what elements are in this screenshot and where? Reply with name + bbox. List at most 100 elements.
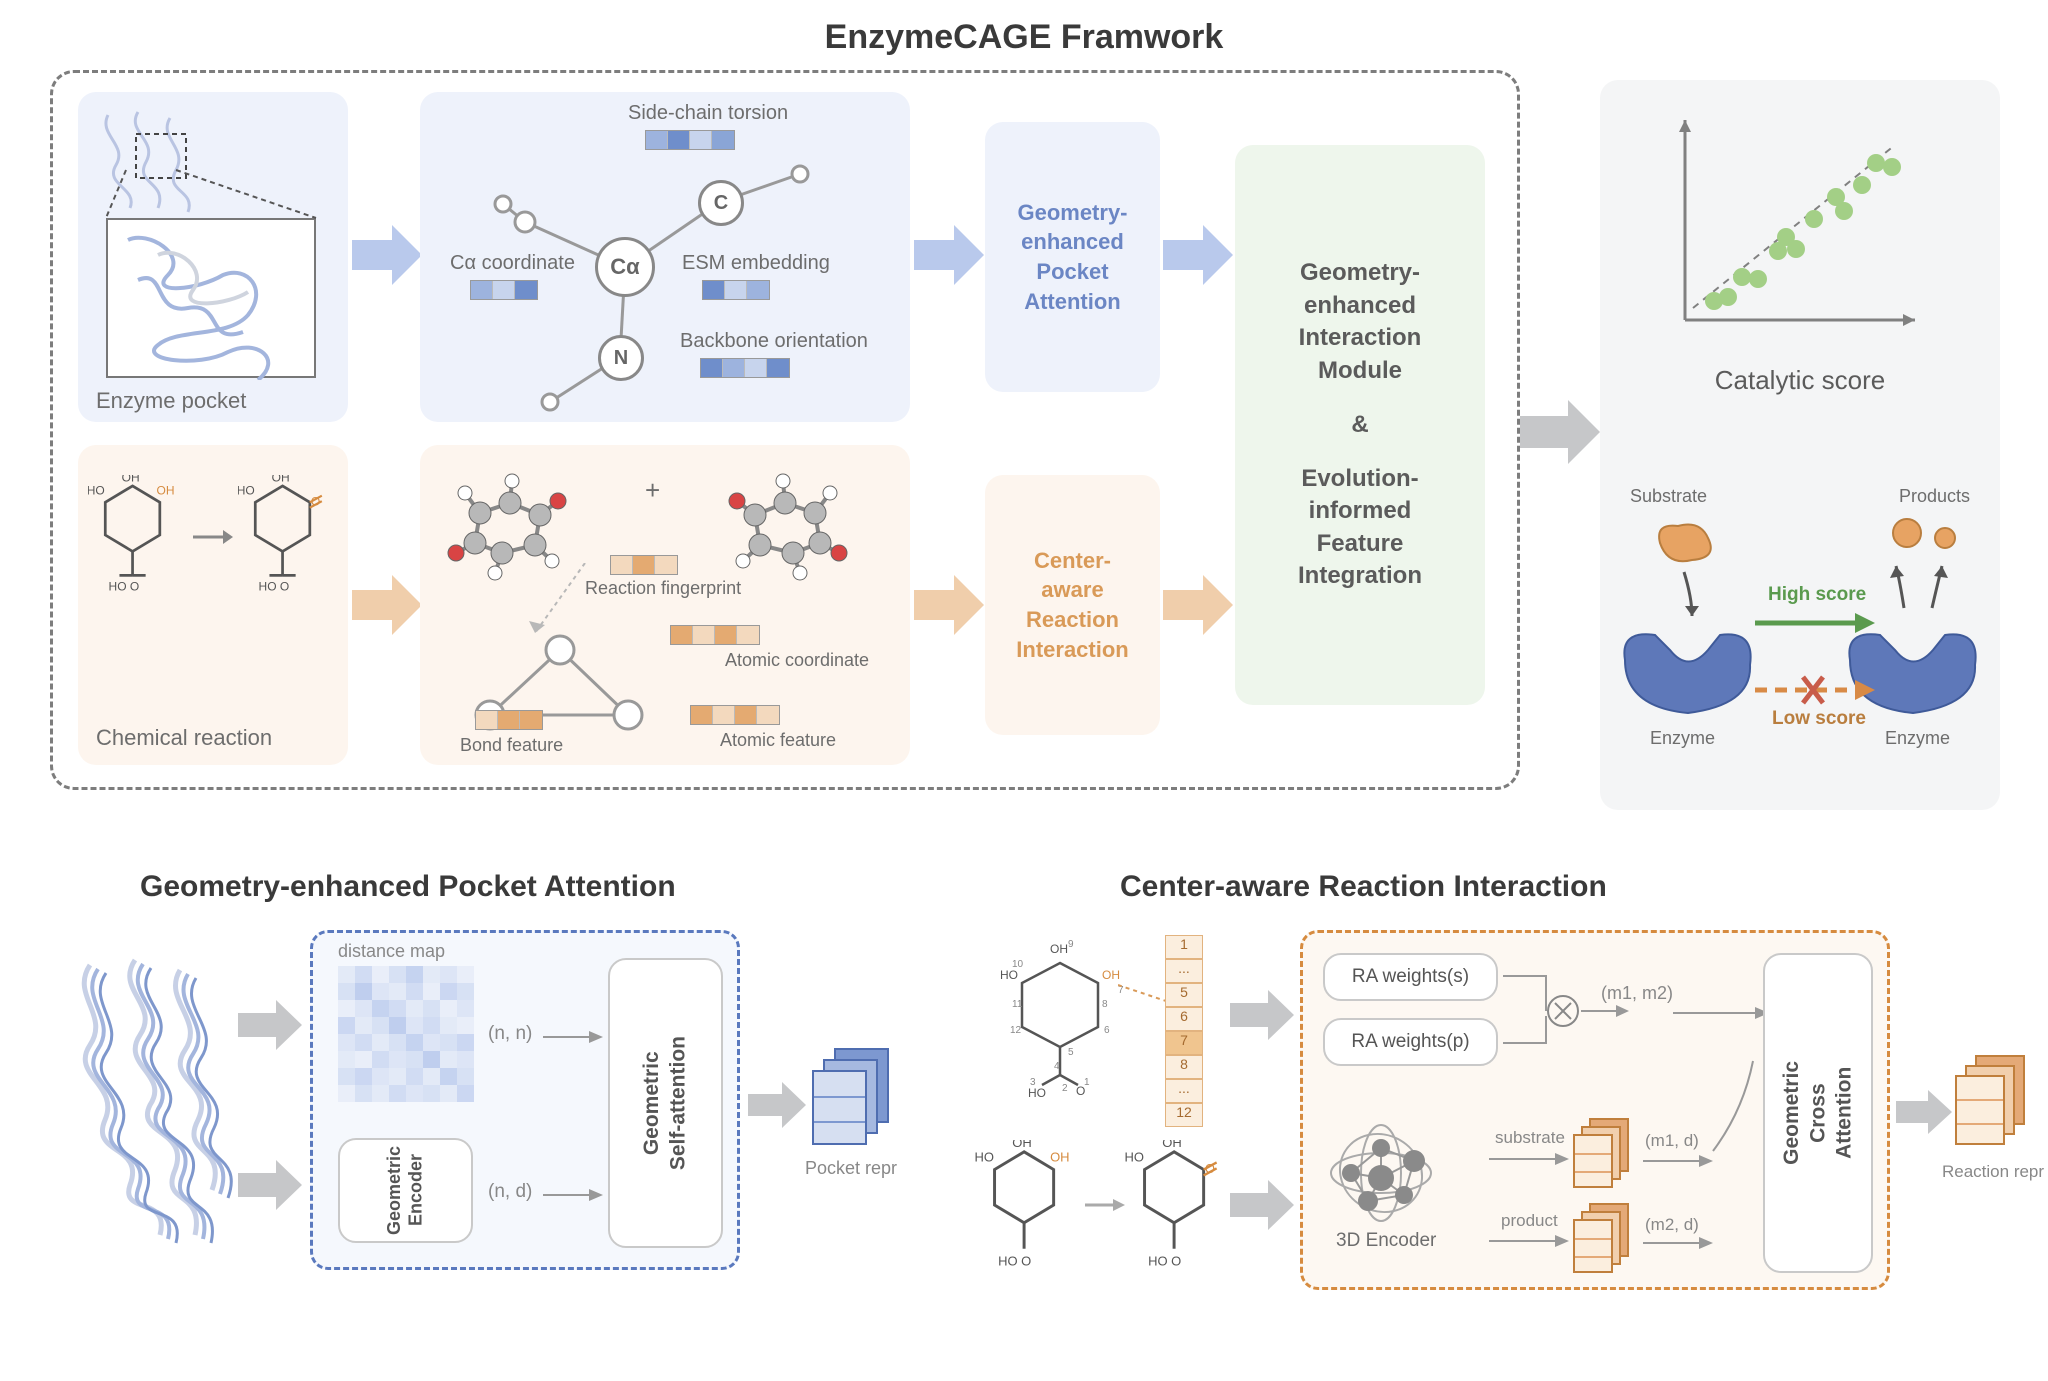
distmap-cell [423, 1000, 440, 1017]
scatter-dot [1805, 210, 1823, 228]
distmap-cell [457, 1085, 474, 1102]
index-column: 1...5678...12 [1165, 935, 1203, 1127]
bond-feature-bar [475, 710, 543, 730]
pocket-attention-title: Geometry-enhanced Pocket Attention [140, 870, 676, 904]
distmap-cell [355, 1017, 372, 1034]
high-score-label: High score [1768, 584, 1866, 606]
substrate-path-label: substrate [1495, 1128, 1565, 1148]
atomic-feature-bar [690, 705, 780, 725]
svg-text:OH: OH [1162, 1140, 1181, 1150]
ca-coord-label: Cα coordinate [450, 252, 575, 275]
main-title: EnzymeCAGE Framwork [0, 18, 2048, 57]
atomic-coord-label: Atomic coordinate [725, 650, 869, 671]
arrow-pair-to-module [1230, 1180, 1294, 1230]
scatter-dot [1835, 202, 1853, 220]
reaction-repr-label: Reaction repr [1942, 1162, 2044, 1182]
chemical-reaction-label: Chemical reaction [96, 725, 272, 751]
distmap-cell [457, 1068, 474, 1085]
distmap-cell [440, 1068, 457, 1085]
svg-text:HO O: HO O [998, 1253, 1031, 1268]
enzyme-feature-panel: Cα C N Side-chain torsion Cα coordinate … [420, 92, 910, 422]
distmap-cell [423, 1051, 440, 1068]
distmap-cell [389, 983, 406, 1000]
arrow-enzyme-to-graph [352, 225, 422, 285]
substrate-shape [1650, 518, 1720, 568]
distmap-cell [406, 1017, 423, 1034]
esm-label: ESM embedding [682, 252, 830, 275]
svg-text:OH: OH [272, 475, 290, 485]
distmap-cell [423, 1017, 440, 1034]
scatter-dot [1883, 158, 1901, 176]
node-c: C [698, 180, 744, 226]
pocket-attn-module: distance map (n, n) Geometric Encoder (n… [310, 930, 740, 1270]
ra-weights-s: RA weights(s) [1323, 953, 1498, 1001]
nd-label: (n, d) [488, 1181, 532, 1203]
distmap-cell [389, 1000, 406, 1017]
geometric-encoder-text: Geometric Encoder [384, 1146, 427, 1235]
arrow-to-reaction-repr [1896, 1090, 1952, 1134]
chemical-reaction-panel: HO OH HO O OH HO O HO O OH Chemical reac… [78, 445, 348, 765]
svg-text:HO: HO [88, 484, 105, 498]
scatter-dot [1787, 240, 1805, 258]
reaction-interaction-title: Center-aware Reaction Interaction [1120, 870, 1607, 904]
distmap-cell [440, 966, 457, 983]
arrow-to-pocket-repr [748, 1082, 806, 1128]
pocket-zoom [106, 218, 316, 378]
svg-text:HO O: HO O [1148, 1253, 1181, 1268]
svg-text:OH: OH [1050, 942, 1068, 956]
svg-text:HO: HO [975, 1149, 994, 1164]
products-label: Products [1899, 486, 1970, 507]
distmap-cell [372, 1034, 389, 1051]
distmap-cell [406, 1068, 423, 1085]
fusion-amp: & [1351, 411, 1368, 439]
distmap-cell [457, 1017, 474, 1034]
backbone-label: Backbone orientation [680, 330, 868, 353]
arrow-protein-top [238, 1000, 302, 1050]
distmap-cell [372, 1051, 389, 1068]
distance-map-grid [338, 966, 474, 1102]
fusion-box: Geometry- enhanced Interaction Module & … [1235, 145, 1485, 705]
gca-text: Geometric Cross Attention [1779, 1061, 1858, 1165]
distmap-cell [457, 1000, 474, 1017]
distmap-cell [389, 1051, 406, 1068]
distmap-cell [338, 966, 355, 983]
distmap-cell [355, 1085, 372, 1102]
idx-cell: ... [1165, 1079, 1203, 1103]
reaction-repr-stack [1955, 1055, 2035, 1160]
idx-cell: 12 [1165, 1103, 1203, 1127]
distmap-cell [440, 1051, 457, 1068]
distmap-cell [355, 1034, 372, 1051]
svg-text:5: 5 [1068, 1047, 1074, 1058]
arrow-pocket-to-fusion [1163, 225, 1233, 285]
svg-text:2: 2 [1062, 1083, 1068, 1094]
output-panel: Catalytic score Substrate Products Enzym… [1600, 80, 2000, 810]
encoder-3d: 3D Encoder [1321, 1118, 1496, 1268]
low-score-arrow [1755, 675, 1875, 705]
svg-text:12: 12 [1010, 1025, 1022, 1036]
low-score-label: Low score [1772, 708, 1866, 730]
distmap-cell [406, 1034, 423, 1051]
idx-cell: 7 [1165, 1031, 1203, 1055]
distmap-cell [389, 1034, 406, 1051]
distmap-cell [406, 983, 423, 1000]
distmap-cell [457, 1051, 474, 1068]
distmap-cell [423, 1085, 440, 1102]
enzyme-pocket-panel: Enzyme pocket [78, 92, 348, 422]
enzyme-right-label: Enzyme [1885, 728, 1950, 749]
distmap-cell [389, 1017, 406, 1034]
geometric-cross-attention-box: Geometric Cross Attention [1763, 953, 1873, 1273]
distmap-cell [406, 1051, 423, 1068]
distmap-cell [372, 983, 389, 1000]
product-shape-2 [1932, 525, 1958, 551]
distmap-cell [406, 1085, 423, 1102]
distmap-cell [338, 1034, 355, 1051]
pocket-attention-box: Geometry- enhanced Pocket Attention [985, 122, 1160, 392]
scatter-dot [1867, 154, 1885, 172]
svg-text:3: 3 [1030, 1077, 1036, 1088]
geometric-self-attention-box: Geometric Self-attention [608, 958, 723, 1248]
fusion-top-text: Geometry- enhanced Interaction Module [1299, 257, 1422, 387]
distmap-cell [372, 1017, 389, 1034]
backbone-bar [700, 358, 790, 378]
ca-coord-bar [470, 280, 538, 300]
product-stack [1573, 1203, 1638, 1278]
